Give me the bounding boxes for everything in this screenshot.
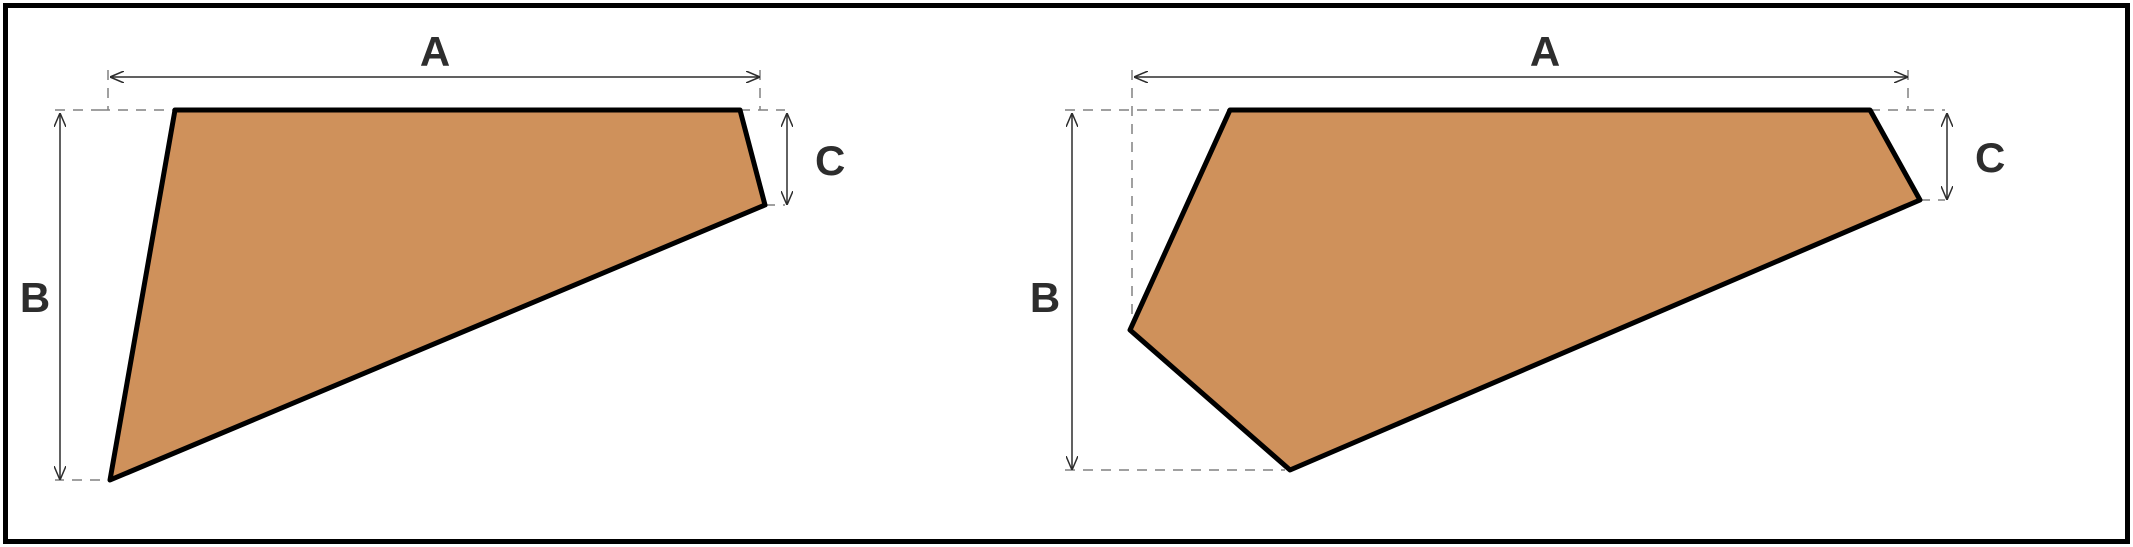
left-polygon [110, 110, 765, 480]
left-shape-group: A B C [20, 28, 846, 480]
geometry-svg: A B C A B C [0, 0, 2133, 547]
dimension-label-b-right: B [1030, 274, 1060, 321]
right-shape-group: A B C [1030, 28, 2006, 470]
dimension-label-c-left: C [815, 137, 845, 184]
dimension-label-c-right: C [1975, 134, 2005, 181]
dimension-label-a-left: A [420, 28, 450, 75]
dimension-label-b-left: B [20, 274, 50, 321]
right-polygon [1130, 110, 1920, 470]
dimension-label-a-right: A [1530, 28, 1560, 75]
diagram-container: A B C A B C [0, 0, 2133, 547]
